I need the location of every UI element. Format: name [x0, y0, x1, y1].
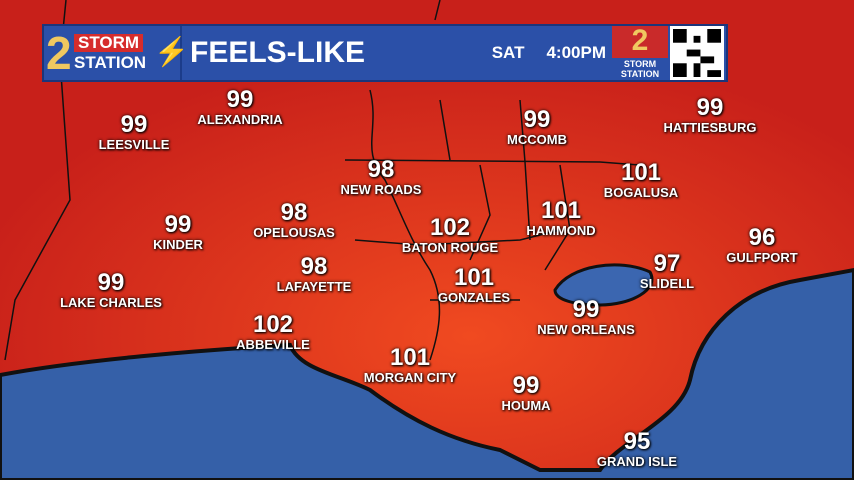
city-reading: 98 LAFAYETTE — [276, 253, 352, 295]
feels-like-value: 101 — [540, 197, 582, 224]
city-name: MCCOMB — [507, 132, 567, 147]
gulf-water — [0, 267, 854, 480]
feels-like-value: 101 — [620, 159, 662, 186]
feels-like-value: 102 — [252, 311, 294, 338]
feels-like-value: 96 — [748, 224, 776, 251]
channel-logo: 2 STORM STATION — [612, 26, 668, 80]
city-name: ABBEVILLE — [236, 337, 310, 352]
city-reading: 99 HOUMA — [501, 372, 551, 414]
city-name: GONZALES — [437, 290, 511, 305]
city-name: BATON ROUGE — [401, 240, 499, 255]
logo-storm-text: STORM — [74, 34, 144, 52]
city-name: LAKE CHARLES — [60, 295, 162, 310]
feels-like-value: 99 — [226, 86, 254, 113]
city-name: LEESVILLE — [98, 137, 170, 152]
title-banner: 2 STORM STATION ⚡ FEELS-LIKE SAT 4:00PM … — [42, 24, 728, 82]
city-reading: 99 HATTIESBURG — [663, 94, 757, 136]
city-reading: 99 LAKE CHARLES — [60, 269, 162, 311]
city-name: GRAND ISLE — [596, 454, 678, 469]
lake-pontchartrain — [553, 263, 654, 307]
city-reading: 101 BOGALUSA — [603, 159, 679, 201]
feels-like-value: 99 — [572, 296, 600, 323]
city-name: NEW ROADS — [340, 182, 422, 197]
city-name: HOUMA — [501, 398, 551, 413]
city-reading: 99 ALEXANDRIA — [197, 86, 283, 128]
city-name: ALEXANDRIA — [197, 112, 283, 127]
feels-like-value: 98 — [367, 156, 395, 183]
forecast-time: 4:00PM — [546, 43, 606, 62]
city-name: MORGAN CITY — [363, 370, 457, 385]
feels-like-value: 99 — [523, 106, 551, 133]
feels-like-value: 98 — [300, 253, 328, 280]
lightning-bolt-icon: ⚡ — [154, 36, 189, 67]
city-name: GULFPORT — [726, 250, 798, 265]
feels-like-value: 101 — [389, 344, 431, 371]
city-name: KINDER — [153, 237, 203, 252]
city-reading: 101 MORGAN CITY — [363, 344, 457, 386]
feels-like-value: 101 — [453, 264, 495, 291]
city-reading: 101 GONZALES — [437, 264, 511, 306]
logo-station-text: STATION — [74, 53, 147, 72]
city-name: BOGALUSA — [603, 185, 679, 200]
feels-like-value: 97 — [653, 250, 681, 277]
city-reading: 99 NEW ORLEANS — [537, 296, 635, 338]
city-reading: 99 MCCOMB — [507, 106, 567, 148]
feels-like-value: 99 — [120, 111, 148, 138]
channel-logo-number: 2 — [631, 26, 649, 57]
feels-like-value: 98 — [280, 199, 308, 226]
city-name: OPELOUSAS — [253, 225, 335, 240]
city-name: HATTIESBURG — [663, 120, 757, 135]
city-name: HAMMOND — [526, 223, 596, 238]
city-reading: 102 BATON ROUGE — [401, 214, 499, 256]
forecast-day: SAT — [491, 43, 525, 62]
logo-number: 2 — [46, 27, 72, 79]
city-reading: 99 KINDER — [153, 211, 203, 253]
city-reading: 98 OPELOUSAS — [253, 199, 335, 241]
storm-station-logo: 2 STORM STATION ⚡ — [44, 26, 189, 80]
city-reading: 99 LEESVILLE — [98, 111, 170, 153]
city-reading: 97 SLIDELL — [639, 250, 695, 292]
city-reading: 98 NEW ROADS — [340, 156, 422, 198]
city-reading: 95 GRAND ISLE — [596, 428, 678, 470]
feels-like-value: 99 — [512, 372, 540, 399]
page-title: FEELS-LIKE — [190, 36, 366, 69]
feels-like-value: 99 — [97, 269, 125, 296]
city-reading: 101 HAMMOND — [526, 197, 596, 239]
channel-logo-label: STORM STATION — [612, 58, 668, 80]
feels-like-value: 99 — [696, 94, 724, 121]
city-name: SLIDELL — [639, 276, 695, 291]
feels-like-value: 95 — [623, 428, 651, 455]
qr-code-icon[interactable] — [670, 26, 724, 80]
city-name: LAFAYETTE — [276, 279, 352, 294]
city-reading: 96 GULFPORT — [726, 224, 798, 266]
feels-like-value: 102 — [429, 214, 471, 241]
feels-like-value: 99 — [164, 211, 192, 238]
city-name: NEW ORLEANS — [537, 322, 635, 337]
city-reading: 102 ABBEVILLE — [236, 311, 310, 353]
parish-borders — [4, 0, 641, 361]
